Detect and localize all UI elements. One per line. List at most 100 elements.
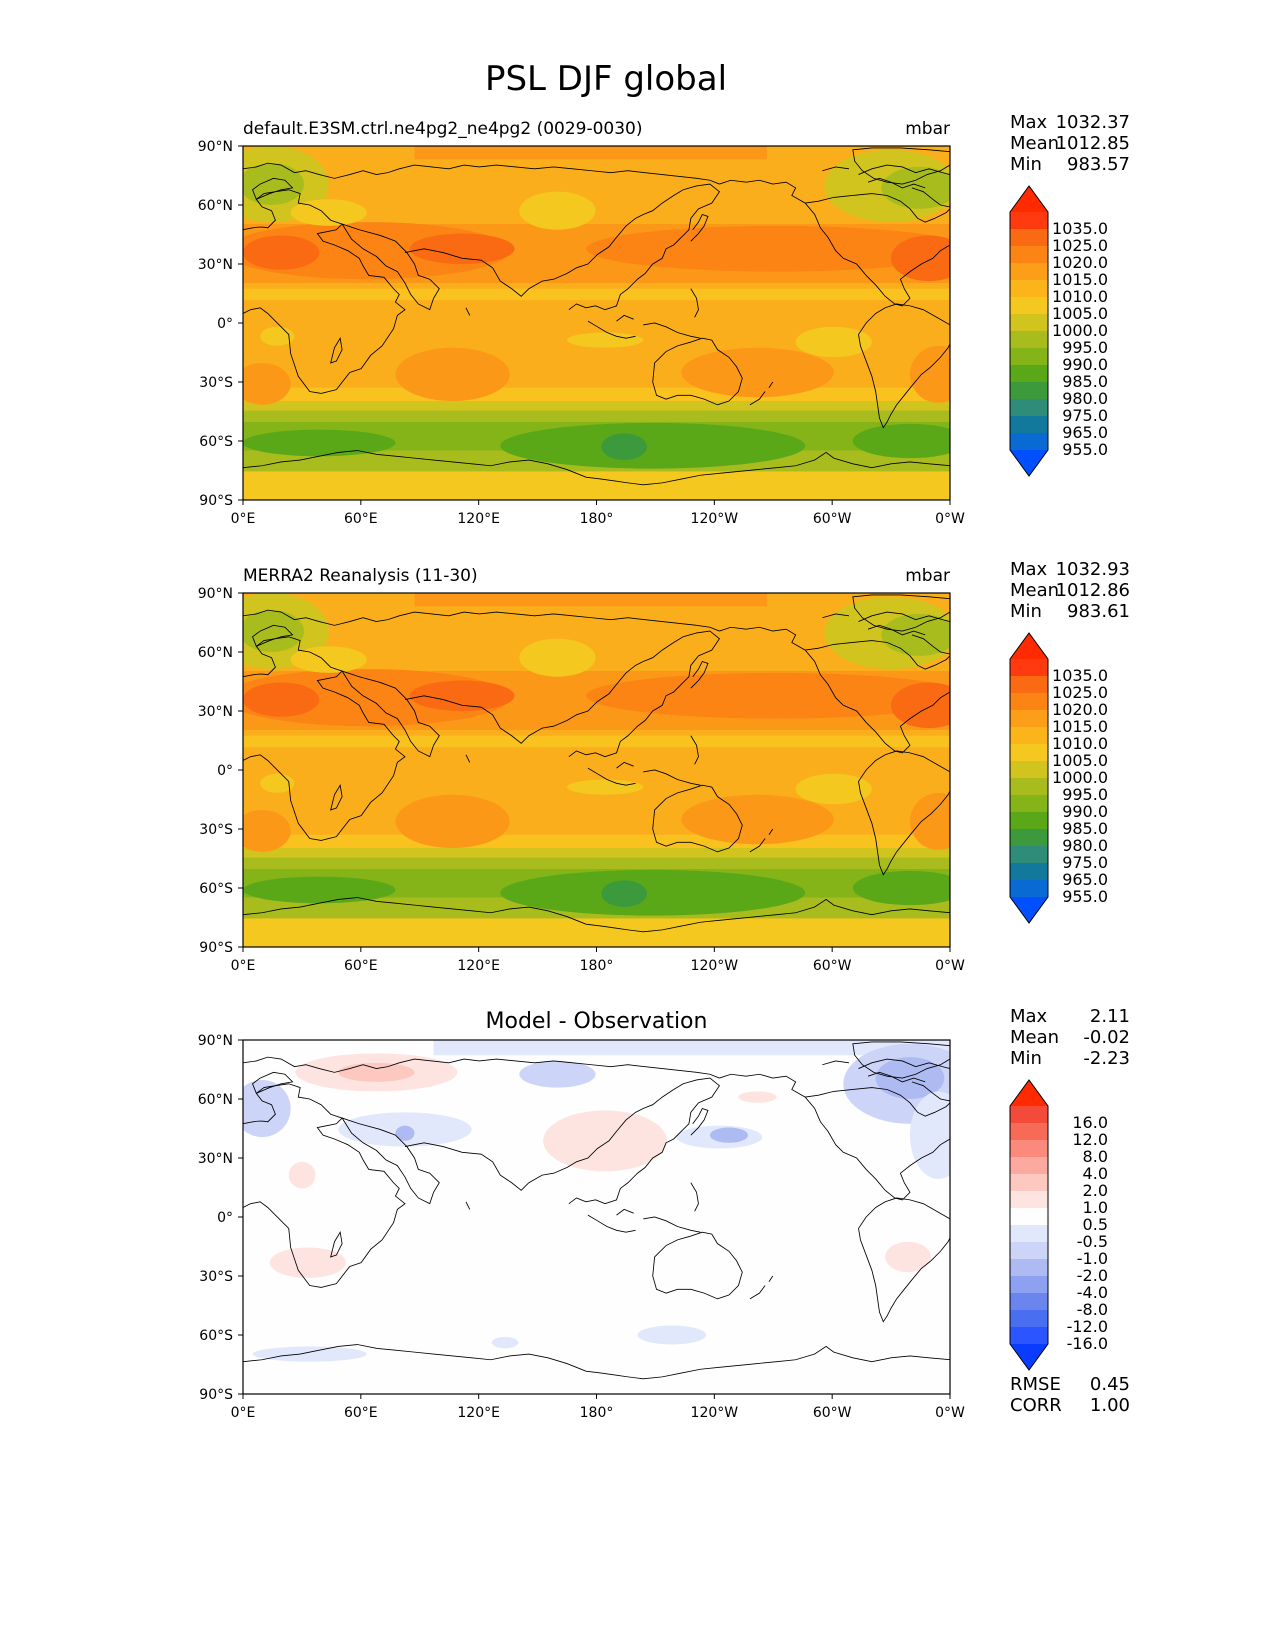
contour-region bbox=[243, 834, 950, 849]
lat-tick-label: 0° bbox=[217, 763, 233, 779]
contour-region bbox=[243, 410, 950, 422]
figure-title: PSL DJF global bbox=[485, 59, 727, 99]
contour-region bbox=[852, 870, 951, 906]
lat-tick-label: 90°S bbox=[199, 1387, 233, 1403]
colorbar-label: -4.0 bbox=[1077, 1283, 1108, 1302]
colorbar-segment bbox=[1010, 863, 1048, 881]
contour-region bbox=[881, 166, 951, 209]
colorbar-outline bbox=[1009, 632, 1049, 924]
lon-tick-label: 120°E bbox=[457, 1405, 500, 1421]
contour-region bbox=[243, 1040, 950, 1394]
colorbar-label: 955.0 bbox=[1062, 440, 1108, 459]
colorbar-segment bbox=[1010, 744, 1048, 762]
contour-region bbox=[795, 773, 872, 805]
colorbar-segment bbox=[1010, 693, 1048, 711]
colorbar-label: 1.0 bbox=[1083, 1198, 1108, 1217]
contour-region bbox=[252, 1346, 367, 1362]
colorbar-diff: 16.012.08.04.02.01.00.5-0.5-1.0-2.0-4.0-… bbox=[1009, 1079, 1108, 1371]
colorbar-segment bbox=[1010, 1191, 1048, 1209]
lat-tick-label: 90°S bbox=[199, 940, 233, 956]
colorbar-segment bbox=[1010, 1259, 1048, 1277]
contour-region bbox=[269, 1247, 346, 1278]
contour-region bbox=[519, 191, 596, 230]
colorbar-label: 1010.0 bbox=[1052, 287, 1108, 306]
lat-tick-label: 90°S bbox=[199, 493, 233, 509]
contour-region bbox=[890, 682, 951, 729]
panel-test: 90°N 60°N 30°N 0° 30°S 60°S 90°S 0°E 60°E 120°E 18… bbox=[198, 112, 1130, 527]
lat-tick-label: 90°N bbox=[198, 139, 233, 155]
colorbar-segment bbox=[1010, 1157, 1048, 1175]
lat-tick-label: 30°N bbox=[198, 257, 233, 273]
contour-region bbox=[243, 362, 291, 405]
panel-diff: 90°N 60°N 30°N 0° 30°S 60°S 90°S 0°E 60°E 120°E 18… bbox=[198, 1006, 1130, 1421]
contour-region bbox=[709, 1127, 748, 1143]
contour-region bbox=[243, 610, 304, 652]
contour-region bbox=[491, 1336, 519, 1349]
stat-label: Min bbox=[1010, 154, 1042, 175]
contour-region bbox=[519, 1060, 596, 1088]
contour-region bbox=[243, 857, 950, 869]
contour-region bbox=[890, 235, 951, 282]
lat-tick-label: 60°N bbox=[198, 198, 233, 214]
contour-region bbox=[243, 876, 396, 904]
colorbar-segment bbox=[1010, 1106, 1048, 1124]
colorbar-label: 990.0 bbox=[1062, 355, 1108, 374]
lon-tick-label: 60°E bbox=[344, 511, 378, 527]
contour-region bbox=[881, 613, 951, 656]
stat-value: 1032.93 bbox=[1056, 559, 1130, 580]
colorbar-label: 1005.0 bbox=[1052, 751, 1108, 770]
colorbar-label: 1000.0 bbox=[1052, 768, 1108, 787]
contour-region bbox=[601, 880, 647, 908]
colorbar-outline bbox=[1009, 1079, 1049, 1371]
colorbar-label: 955.0 bbox=[1062, 887, 1108, 906]
colorbar-label: 985.0 bbox=[1062, 372, 1108, 391]
colorbar-segment bbox=[1010, 761, 1048, 779]
colorbar-segment bbox=[1010, 348, 1048, 366]
colorbar-segment bbox=[1010, 365, 1048, 383]
lon-tick-label: 120°W bbox=[691, 511, 739, 527]
contour-region bbox=[243, 682, 320, 717]
colorbar-segment bbox=[1010, 280, 1048, 298]
colorbar-label: 975.0 bbox=[1062, 406, 1108, 425]
colorbar-label: 1035.0 bbox=[1052, 666, 1108, 685]
colorbar-segment bbox=[1010, 263, 1048, 281]
contour-region bbox=[395, 1125, 415, 1141]
map-reference bbox=[243, 593, 951, 947]
contour-region bbox=[519, 638, 596, 677]
lon-tick-label: 0°W bbox=[935, 958, 965, 974]
contour-region bbox=[243, 1079, 291, 1138]
colorbar-segment bbox=[1010, 1327, 1048, 1345]
stat-label: Mean bbox=[1010, 1027, 1059, 1048]
colorbar-label: -16.0 bbox=[1067, 1334, 1108, 1353]
metric-label: CORR bbox=[1010, 1395, 1062, 1416]
colorbar-label: 1015.0 bbox=[1052, 717, 1108, 736]
contour-region bbox=[586, 672, 951, 719]
contour-region bbox=[681, 794, 834, 845]
contour-region bbox=[409, 233, 515, 264]
contour-region bbox=[243, 401, 950, 411]
colorbar-label: -0.5 bbox=[1077, 1232, 1108, 1251]
colorbar-segment bbox=[1010, 246, 1048, 264]
lon-tick-label: 180° bbox=[580, 958, 614, 974]
colorbar-segment bbox=[1010, 676, 1048, 694]
panel-units: mbar bbox=[905, 566, 950, 586]
contour-region bbox=[433, 1040, 950, 1056]
colorbar-segment bbox=[1010, 1174, 1048, 1192]
colorbar-label: 1020.0 bbox=[1052, 253, 1108, 272]
colorbar-label: -8.0 bbox=[1077, 1300, 1108, 1319]
colorbar-segment bbox=[1010, 297, 1048, 315]
contour-region bbox=[243, 848, 950, 858]
colorbar-segment bbox=[1010, 1293, 1048, 1311]
colorbar-extend-max bbox=[1010, 633, 1048, 659]
colorbar-reference: 1035.01025.01020.01015.01010.01005.01000… bbox=[1009, 632, 1108, 924]
lat-tick-label: 60°S bbox=[199, 434, 233, 450]
colorbar-segment bbox=[1010, 1140, 1048, 1158]
contour-region bbox=[852, 423, 951, 459]
contour-region bbox=[566, 779, 644, 795]
stat-label: Max bbox=[1010, 559, 1048, 580]
contour-region bbox=[243, 288, 950, 301]
lat-tick-label: 60°S bbox=[199, 881, 233, 897]
lon-tick-label: 0°E bbox=[231, 958, 256, 974]
colorbar-segment bbox=[1010, 846, 1048, 864]
colorbar-segment bbox=[1010, 416, 1048, 434]
